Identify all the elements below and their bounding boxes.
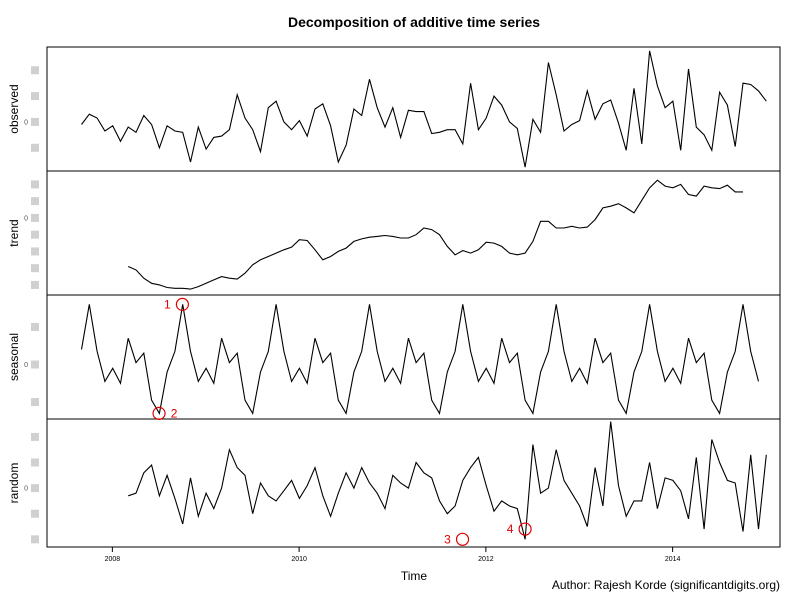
trend-ytick-mark xyxy=(31,280,39,289)
x-tick-label: 2010 xyxy=(291,556,307,563)
trend-ytick-mark xyxy=(31,264,39,273)
seasonal-ytick-mark xyxy=(31,322,39,331)
annotation-4: 4 xyxy=(507,522,532,536)
seasonal-frame xyxy=(46,294,781,420)
x-axis-title: Time xyxy=(401,569,428,583)
x-tick-label: 2008 xyxy=(105,556,121,563)
x-axis: 2008 2010 2012 2014 xyxy=(105,547,681,563)
annotation-1: 1 xyxy=(164,297,189,311)
annotation-circle xyxy=(152,406,166,420)
trend-ytick-mark xyxy=(31,230,39,239)
annotation-label: 3 xyxy=(444,532,451,546)
observed-line xyxy=(81,50,767,168)
annotation-label: 1 xyxy=(164,297,171,311)
annotation-2: 2 xyxy=(152,406,178,420)
trend-frame xyxy=(46,170,781,296)
random-label: random xyxy=(7,463,21,504)
seasonal-ytick-mark xyxy=(31,398,39,407)
observed-ytick-mark xyxy=(31,143,39,152)
random-frame xyxy=(46,418,781,548)
random-line xyxy=(128,421,767,540)
observed-ytick-mark xyxy=(31,66,39,75)
observed-ytick-mark xyxy=(31,117,39,126)
annotation-label: 2 xyxy=(171,406,178,420)
x-tick-label: 2014 xyxy=(665,556,681,563)
annotation-label: 4 xyxy=(507,522,514,536)
annotation-circle xyxy=(518,522,532,536)
trend-label: trend xyxy=(7,219,21,246)
seasonal-line xyxy=(80,304,760,415)
observed-ytick-mark xyxy=(31,92,39,101)
random-ytick-mark xyxy=(31,535,39,544)
x-tick-label: 2012 xyxy=(478,556,494,563)
random-ytick-mark xyxy=(31,484,39,493)
annotation-circle xyxy=(455,532,470,546)
random-ytick-label: 0 xyxy=(24,486,28,493)
observed-ytick-label: 0 xyxy=(24,119,28,126)
random-ytick-mark xyxy=(31,432,39,441)
seasonal-label: seasonal xyxy=(7,333,21,381)
random-ytick-mark xyxy=(31,509,39,518)
trend-ytick-mark xyxy=(31,180,39,189)
trend-ytick-mark xyxy=(31,213,39,222)
observed-frame xyxy=(46,46,781,172)
chart-title: Decomposition of additive time series xyxy=(288,14,540,30)
trend-ytick-mark xyxy=(31,197,39,206)
random-ytick-mark xyxy=(31,458,39,467)
annotation-3: 3 xyxy=(444,532,470,546)
annotation-circle xyxy=(175,297,189,311)
trend-ytick-label: 0 xyxy=(24,215,28,222)
author-credit: Author: Rajesh Korde (significantdigits.… xyxy=(552,578,780,592)
seasonal-ytick-mark xyxy=(31,360,39,369)
trend-ytick-mark xyxy=(31,247,39,256)
trend-line xyxy=(127,179,743,290)
seasonal-ytick-label: 0 xyxy=(24,362,28,369)
observed-label: observed xyxy=(7,84,21,133)
